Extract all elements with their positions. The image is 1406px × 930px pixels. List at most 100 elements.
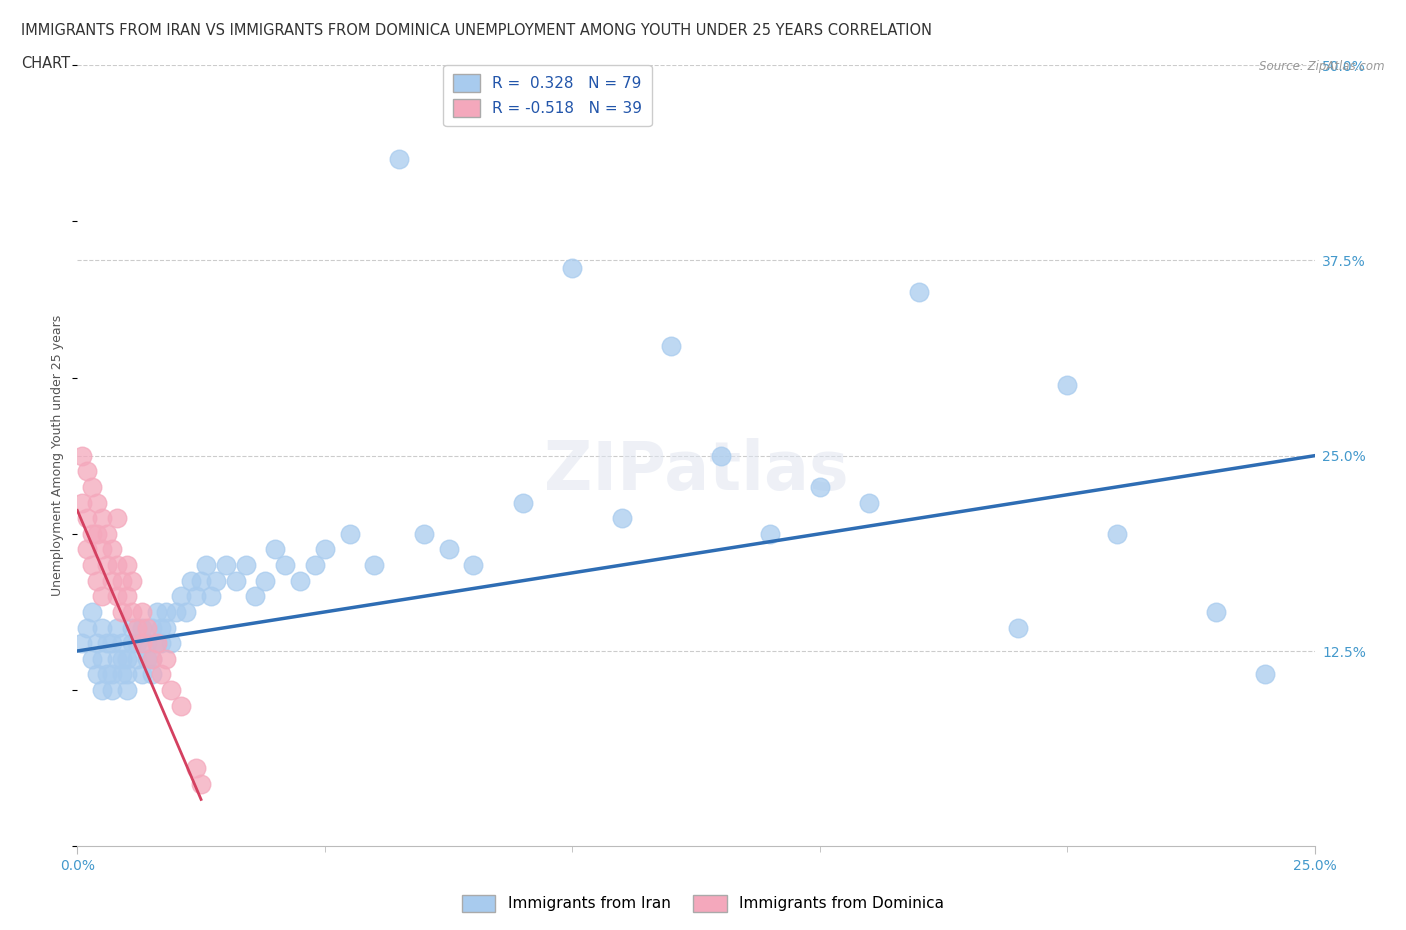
Point (304, 558, 326, 573)
Point (155, 604, 177, 619)
Point (105, 511, 128, 525)
Point (412, 526, 434, 541)
Point (76, 620, 98, 635)
Point (105, 651, 128, 666)
Point (195, 558, 218, 573)
Point (96, 636, 118, 651)
Point (105, 589, 128, 604)
Point (200, 589, 222, 604)
Point (150, 620, 173, 635)
Point (1105, 526, 1128, 541)
Point (111, 667, 134, 682)
Point (141, 620, 163, 635)
Point (145, 636, 167, 651)
Point (150, 636, 173, 651)
Point (101, 683, 124, 698)
Point (72, 495, 94, 510)
Point (388, 152, 411, 166)
Point (512, 495, 534, 510)
Point (135, 636, 157, 651)
Point (115, 651, 138, 666)
Point (82, 651, 104, 666)
Point (184, 761, 207, 776)
Point (125, 636, 148, 651)
Point (190, 777, 212, 791)
Text: CHART: CHART (21, 56, 70, 71)
Point (115, 683, 138, 698)
Point (1007, 620, 1029, 635)
Point (165, 604, 187, 619)
Point (274, 558, 297, 573)
Point (115, 667, 138, 682)
Point (907, 285, 929, 299)
Point (91, 651, 114, 666)
Point (145, 636, 167, 651)
Point (254, 573, 277, 588)
Point (463, 558, 485, 573)
Point (710, 448, 733, 463)
Point (314, 542, 336, 557)
Point (86, 573, 108, 588)
Point (121, 636, 143, 651)
Point (155, 651, 177, 666)
Point (170, 698, 193, 713)
Point (96, 526, 118, 541)
Point (205, 573, 228, 588)
Point (76, 511, 98, 525)
Point (858, 495, 880, 510)
Point (215, 558, 238, 573)
Point (131, 620, 153, 635)
Point (1056, 378, 1078, 392)
Point (339, 526, 361, 541)
Point (808, 480, 831, 495)
Point (1205, 604, 1227, 619)
Point (121, 620, 143, 635)
Point (115, 558, 138, 573)
Point (141, 651, 163, 666)
Point (141, 667, 163, 682)
Text: IMMIGRANTS FROM IRAN VS IMMIGRANTS FROM DOMINICA UNEMPLOYMENT AMONG YOUTH UNDER : IMMIGRANTS FROM IRAN VS IMMIGRANTS FROM … (21, 23, 932, 38)
Point (184, 589, 207, 604)
Point (235, 558, 257, 573)
Point (76, 542, 98, 557)
Text: Source: ZipAtlas.com: Source: ZipAtlas.com (1260, 60, 1385, 73)
Point (437, 542, 460, 557)
Point (125, 620, 148, 635)
Point (91, 683, 114, 698)
Point (121, 573, 143, 588)
Point (135, 651, 157, 666)
Point (86, 667, 108, 682)
Point (125, 651, 148, 666)
Point (82, 558, 104, 573)
Point (111, 573, 134, 588)
Point (101, 573, 124, 588)
Point (131, 636, 153, 651)
Point (1254, 667, 1277, 682)
Point (759, 526, 782, 541)
Point (72, 448, 94, 463)
Point (82, 604, 104, 619)
Point (170, 589, 193, 604)
Point (180, 573, 202, 588)
Point (82, 480, 104, 495)
Point (121, 604, 143, 619)
Point (610, 511, 633, 525)
Point (131, 604, 153, 619)
Point (174, 604, 197, 619)
Point (115, 589, 138, 604)
Point (72, 636, 94, 651)
Point (101, 667, 124, 682)
Point (264, 542, 287, 557)
Point (160, 683, 183, 698)
Point (101, 542, 124, 557)
Point (659, 339, 682, 353)
Point (105, 558, 128, 573)
Point (76, 464, 98, 479)
Point (150, 667, 173, 682)
Point (111, 651, 134, 666)
Point (363, 558, 385, 573)
Point (288, 573, 311, 588)
Point (561, 260, 583, 275)
Point (111, 604, 134, 619)
Point (91, 511, 114, 525)
